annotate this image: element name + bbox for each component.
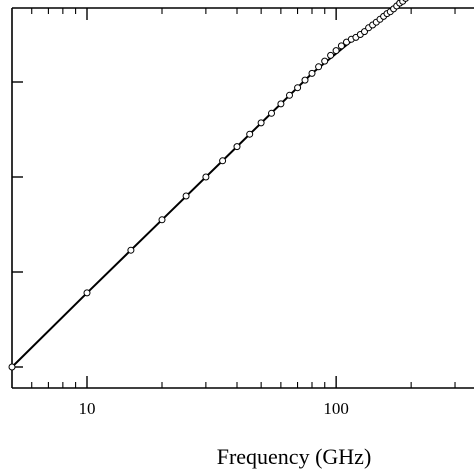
data-point-14 xyxy=(301,76,309,84)
data-point-15 xyxy=(308,69,316,77)
data-point-16 xyxy=(315,63,323,71)
data-point-7 xyxy=(233,143,241,151)
x-tick-label-0: 10 xyxy=(79,399,96,418)
data-point-5 xyxy=(202,173,210,181)
data-point-3 xyxy=(158,216,166,224)
data-point-0 xyxy=(8,363,16,371)
x-tick-labels: 10 100 xyxy=(79,399,349,418)
axis-ticks xyxy=(12,8,456,388)
data-point-18 xyxy=(327,51,335,59)
data-point-10 xyxy=(268,109,275,117)
data-point-17 xyxy=(321,57,329,65)
plot-frame xyxy=(11,7,474,389)
x-tick-label-1: 100 xyxy=(323,399,349,418)
data-point-8 xyxy=(246,130,254,138)
series-line xyxy=(11,0,406,368)
series-line-group xyxy=(11,0,406,368)
data-point-4 xyxy=(182,192,190,200)
data-point-6 xyxy=(219,157,227,165)
series-points-group xyxy=(8,0,409,371)
data-point-1 xyxy=(83,289,91,297)
data-point-11 xyxy=(277,100,285,108)
data-point-9 xyxy=(257,119,265,127)
data-point-20 xyxy=(337,42,345,50)
data-point-37 xyxy=(402,0,409,2)
data-point-19 xyxy=(332,47,340,55)
data-point-13 xyxy=(294,84,302,92)
x-axis-title: Frequency (GHz) xyxy=(217,444,372,469)
data-point-2 xyxy=(127,246,135,254)
data-point-12 xyxy=(286,91,293,99)
